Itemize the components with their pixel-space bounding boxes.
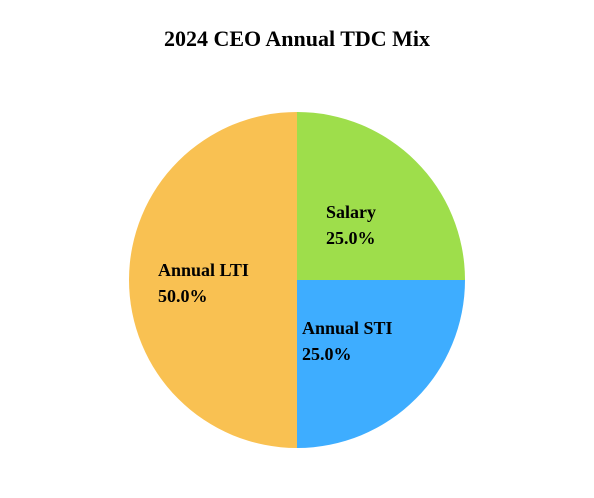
pie-slice-salary (297, 112, 465, 280)
slice-category-label: Salary (326, 202, 376, 222)
slice-value-label: 25.0% (326, 228, 376, 248)
pie-slices (129, 112, 465, 448)
pie-slice-annual-lti (129, 112, 297, 448)
chart-title: 2024 CEO Annual TDC Mix (163, 26, 431, 51)
pie-labels: Salary 25.0% Annual STI 25.0% Annual LTI 50.0… (158, 202, 393, 364)
pie-slice-annual-sti (297, 280, 465, 448)
slice-value-label: 50.0% (158, 286, 208, 306)
slice-value-label: 25.0% (302, 344, 352, 364)
slice-category-label: Annual LTI (158, 260, 249, 280)
slice-category-label: Annual STI (302, 318, 393, 338)
